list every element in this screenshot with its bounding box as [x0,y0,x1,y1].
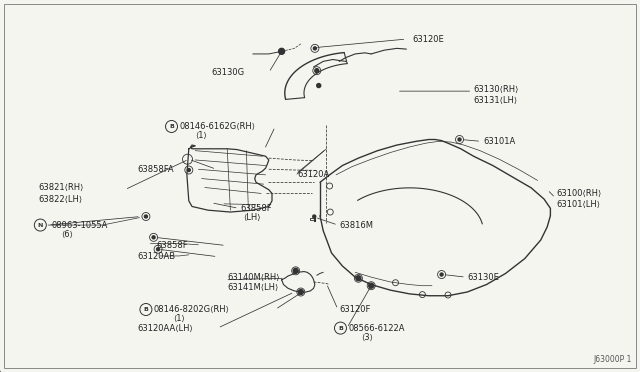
Text: ⟨1⟩: ⟨1⟩ [173,314,184,323]
Circle shape [314,47,316,50]
Circle shape [188,169,190,171]
Text: 63131⟨LH⟩: 63131⟨LH⟩ [474,96,518,105]
Text: 63101A: 63101A [483,137,515,146]
Text: 63821⟨RH⟩: 63821⟨RH⟩ [38,183,84,192]
Circle shape [293,268,298,273]
Text: 08566-6122A: 08566-6122A [349,324,405,333]
Text: ⟨LH⟩: ⟨LH⟩ [243,213,260,222]
Text: B: B [143,307,148,312]
Text: 63120F: 63120F [339,305,371,314]
Text: 63120AA⟨LH⟩: 63120AA⟨LH⟩ [138,324,193,333]
Circle shape [298,289,303,295]
Circle shape [278,48,285,54]
Text: ⟨3⟩: ⟨3⟩ [362,333,374,342]
Text: 63120AB: 63120AB [138,252,176,261]
Text: N: N [38,222,43,228]
Text: ⟨1⟩: ⟨1⟩ [195,131,207,140]
Circle shape [440,273,443,276]
Text: 63130E: 63130E [467,273,499,282]
Text: 08146-8202G⟨RH⟩: 08146-8202G⟨RH⟩ [154,305,230,314]
Text: 63822⟨LH⟩: 63822⟨LH⟩ [38,195,83,203]
Circle shape [317,84,321,87]
Circle shape [315,69,319,73]
Text: B: B [338,326,343,331]
Text: 63130⟨RH⟩: 63130⟨RH⟩ [474,85,519,94]
Text: J63000P 1: J63000P 1 [594,355,632,364]
Text: ⟨6⟩: ⟨6⟩ [61,230,73,239]
Circle shape [313,215,316,218]
Text: 63101⟨LH⟩: 63101⟨LH⟩ [557,200,601,209]
Circle shape [145,215,147,218]
Text: 63858F: 63858F [240,204,271,213]
Text: 63100⟨RH⟩: 63100⟨RH⟩ [557,189,602,198]
Text: 63140M⟨RH⟩: 63140M⟨RH⟩ [227,273,280,282]
Text: 63141M⟨LH⟩: 63141M⟨LH⟩ [227,283,278,292]
Text: 63816M: 63816M [339,221,373,230]
Text: 63120A: 63120A [298,170,330,179]
Text: B: B [169,124,174,129]
Circle shape [157,248,159,251]
Text: 63130G: 63130G [211,68,244,77]
Circle shape [458,138,461,141]
Circle shape [356,276,361,281]
Text: 63858FA: 63858FA [138,165,174,174]
Circle shape [369,283,374,288]
Text: 63120E: 63120E [413,35,445,44]
Text: 08146-6162G⟨RH⟩: 08146-6162G⟨RH⟩ [179,122,255,131]
Text: 08963-1055A: 08963-1055A [51,221,108,230]
Circle shape [152,236,155,239]
Text: 63858F: 63858F [157,241,188,250]
